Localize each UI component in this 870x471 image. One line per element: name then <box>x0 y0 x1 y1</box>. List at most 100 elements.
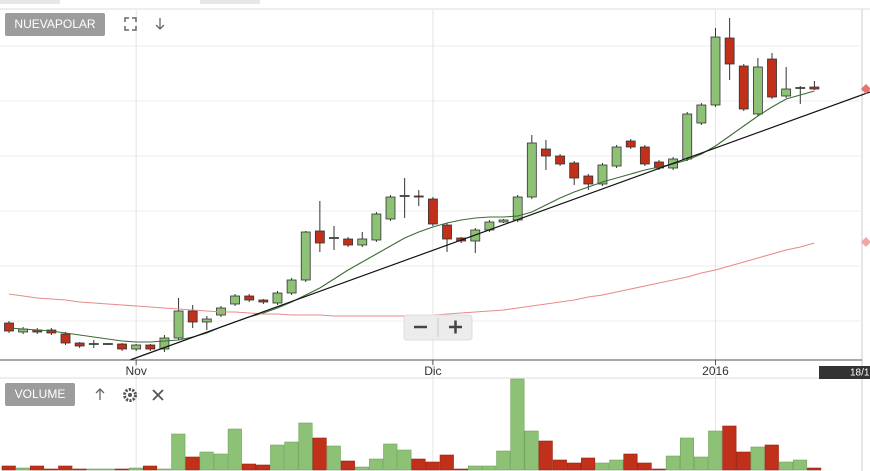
price-marker <box>861 237 870 247</box>
price-marker <box>861 84 870 94</box>
candle-body <box>781 88 792 97</box>
candle-body <box>738 65 749 110</box>
volume-bar <box>354 466 370 471</box>
volume-bar <box>665 455 680 471</box>
trend-line <box>129 91 870 361</box>
volume-bar <box>708 430 723 471</box>
volume-bar <box>538 440 553 471</box>
candle-body <box>710 36 721 106</box>
move-up-icon[interactable] <box>95 388 105 400</box>
settings-icon[interactable] <box>123 388 137 402</box>
volume-bar <box>694 456 709 471</box>
volume-bar <box>270 444 285 471</box>
zoom-in[interactable] <box>449 320 462 334</box>
volume-bar <box>637 462 652 471</box>
candle-body <box>117 343 127 350</box>
volume-bar <box>764 444 779 471</box>
volume-bar <box>340 460 355 471</box>
candle-body <box>583 175 594 185</box>
volume-bar <box>609 459 624 471</box>
close-icon[interactable] <box>152 389 164 401</box>
volume-bar <box>453 468 468 471</box>
candle-body <box>625 140 636 148</box>
candle-body <box>413 195 424 198</box>
volume-button[interactable] <box>5 383 75 406</box>
candle-body <box>752 66 763 115</box>
volume-bar <box>524 430 539 471</box>
candle-body <box>88 343 99 345</box>
volume-bar <box>241 463 257 471</box>
volume-bar <box>425 461 440 471</box>
candle-body <box>173 310 184 339</box>
cursor-label: 18/1 <box>850 368 870 379</box>
title-button[interactable] <box>5 13 105 36</box>
volume-bar <box>86 468 101 471</box>
volume-bar <box>467 465 483 471</box>
candle-body <box>314 230 325 244</box>
candle-body <box>569 162 580 179</box>
chart-title: NUEVAPOLAR <box>14 17 95 31</box>
candle-body <box>343 238 354 246</box>
candle-body <box>201 318 212 323</box>
volume-bar <box>284 441 299 471</box>
volume-bar <box>15 467 30 471</box>
candle-body <box>724 37 735 65</box>
candle-body <box>159 337 170 350</box>
fullscreen-icon[interactable] <box>124 17 137 31</box>
candle-body <box>399 195 410 197</box>
volume-bar <box>199 451 214 471</box>
volume-bar <box>411 458 426 471</box>
volume-bar <box>58 465 73 471</box>
volume-bar <box>496 450 511 471</box>
candle-body <box>145 344 156 350</box>
candle-body <box>809 86 820 90</box>
volume-bar <box>792 459 808 471</box>
candle-body <box>131 344 142 350</box>
volume-bar <box>383 443 398 471</box>
candle-body <box>258 299 269 303</box>
candle-body <box>597 164 608 185</box>
gear[interactable] <box>123 388 137 402</box>
candle-body <box>230 295 240 305</box>
volume-bar <box>171 433 186 471</box>
volume-bar <box>326 445 341 471</box>
volume-bar <box>44 468 59 471</box>
candle-body <box>244 295 255 301</box>
top-tab[interactable] <box>200 0 260 4</box>
candle-body <box>696 104 707 124</box>
volume-bar <box>807 467 822 471</box>
candle-body <box>555 155 565 165</box>
volume-bar <box>722 425 737 471</box>
candle-body <box>357 238 368 246</box>
candle-body <box>385 196 396 220</box>
volume-bar <box>482 465 497 471</box>
volume-bar <box>581 457 596 471</box>
volume-bar <box>566 462 582 471</box>
candle-body <box>427 198 438 225</box>
x-tick-label: Nov <box>125 364 146 378</box>
volume-bar <box>72 468 87 471</box>
candle-body <box>611 146 622 167</box>
candle-body <box>103 343 113 345</box>
candle-body <box>272 292 283 304</box>
candle-body <box>682 113 693 160</box>
volume-bar <box>369 458 384 471</box>
moving-average <box>8 90 815 343</box>
gear-hub[interactable] <box>128 393 132 397</box>
volume-bar <box>736 451 751 471</box>
candle-body <box>795 87 806 89</box>
volume-bar <box>29 465 45 471</box>
top-tab[interactable] <box>0 0 60 4</box>
candle-body <box>4 322 14 332</box>
volume-bar <box>439 454 454 471</box>
candle-body <box>187 310 198 323</box>
volume-bar <box>298 422 313 471</box>
x-tick-label: 2016 <box>702 364 729 378</box>
candle-body <box>300 231 311 281</box>
volume-bar <box>397 449 412 471</box>
candle-body <box>498 219 509 223</box>
volume-bar <box>552 459 567 471</box>
download-icon[interactable] <box>155 18 165 30</box>
volume-bar <box>185 456 200 471</box>
